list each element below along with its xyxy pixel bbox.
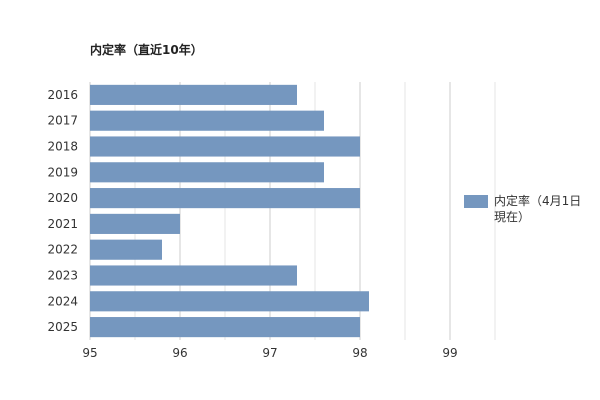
bars: [90, 84, 369, 338]
bar-2020: [90, 188, 360, 209]
x-tick-99: 99: [442, 346, 457, 360]
x-tick-96: 96: [172, 346, 187, 360]
category-label-2020: 2020: [47, 191, 78, 205]
legend-label: 内定率（4月1日現在）: [494, 194, 582, 224]
category-label-2021: 2021: [47, 217, 78, 231]
bar-2017: [90, 110, 324, 131]
legend: 内定率（4月1日現在）: [464, 193, 590, 225]
legend-swatch: [464, 195, 488, 208]
category-label-2022: 2022: [47, 243, 78, 257]
category-label-2017: 2017: [47, 114, 78, 128]
x-tick-98: 98: [352, 346, 367, 360]
bar-2023: [90, 265, 297, 286]
chart-title: 内定率（直近10年）: [90, 43, 203, 57]
x-tick-97: 97: [262, 346, 277, 360]
bar-2018: [90, 136, 360, 157]
category-label-2019: 2019: [47, 165, 78, 179]
bar-2022: [90, 239, 162, 260]
category-label-2024: 2024: [47, 294, 78, 308]
bar-2021: [90, 213, 180, 234]
category-label-2016: 2016: [47, 88, 78, 102]
bar-2025: [90, 317, 360, 338]
category-labels: 2016 2017 2018 2019 2020 2021 2022 2023 2024 2025: [47, 88, 78, 334]
category-label-2025: 2025: [47, 320, 78, 334]
x-tick-labels: 95 96 97 98 99: [82, 346, 457, 360]
bar-2019: [90, 162, 324, 183]
bar-2024: [90, 291, 369, 312]
category-label-2023: 2023: [47, 269, 78, 283]
x-tick-95: 95: [82, 346, 97, 360]
bar-2016: [90, 84, 297, 105]
category-label-2018: 2018: [47, 140, 78, 154]
